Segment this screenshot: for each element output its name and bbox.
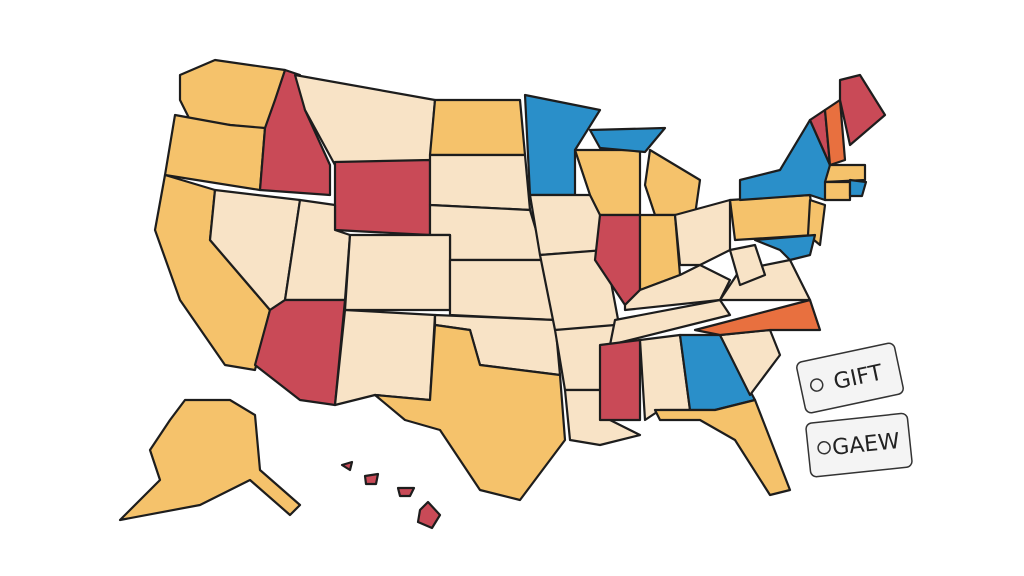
north-carolina xyxy=(693,298,822,337)
wyoming xyxy=(333,158,432,237)
colorado xyxy=(343,233,452,312)
massachusetts xyxy=(823,163,867,184)
florida xyxy=(653,398,792,497)
tennessee xyxy=(608,298,732,347)
kansas xyxy=(448,258,557,322)
maryland xyxy=(753,233,817,262)
maine xyxy=(838,73,887,147)
connecticut xyxy=(823,180,852,202)
arizona xyxy=(253,298,347,407)
gift-tag: GAEW xyxy=(805,412,913,478)
pennsylvania xyxy=(728,193,817,242)
michigan-upper xyxy=(588,126,667,154)
mississippi xyxy=(598,338,642,422)
hawaii-3 xyxy=(396,486,416,498)
rhode-island xyxy=(848,178,868,198)
new-hampshire xyxy=(823,98,847,167)
hawaii-2 xyxy=(363,472,380,486)
alaska xyxy=(118,398,302,522)
texas xyxy=(373,323,567,502)
north-dakota xyxy=(428,98,527,157)
new-mexico xyxy=(333,308,437,407)
minnesota xyxy=(523,93,602,197)
michigan xyxy=(643,148,702,217)
hawaii-4 xyxy=(416,500,442,530)
hawaii-1 xyxy=(340,460,354,472)
tag-hole xyxy=(809,378,824,392)
ohio xyxy=(673,198,732,267)
states xyxy=(118,58,887,530)
new-jersey xyxy=(806,198,827,247)
gift-tags: GIFT GAEW xyxy=(796,342,913,478)
tag-card xyxy=(805,412,913,478)
tag-hole xyxy=(817,441,831,455)
south-dakota xyxy=(428,153,532,212)
kentucky xyxy=(623,263,732,312)
west-virginia xyxy=(728,243,767,287)
gift-tag: GIFT xyxy=(796,342,904,414)
tag-card xyxy=(796,342,904,414)
